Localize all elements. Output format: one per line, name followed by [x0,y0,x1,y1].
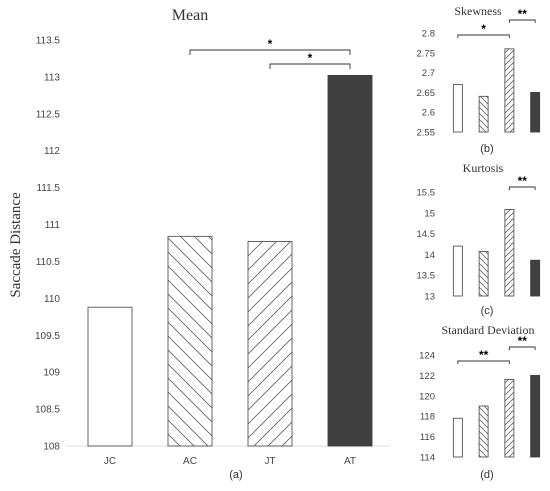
bar-ac [478,405,489,458]
bar-jc [452,84,463,133]
ytick-label: 108 [43,442,60,453]
significance-bracket [457,360,510,364]
significance-bracket [508,19,536,23]
bar-jt [504,209,515,297]
ytick-label: 13.5 [417,271,436,282]
title-skewness: Skewness [454,4,502,18]
ytick-label: 120 [419,391,435,402]
bar-at [327,74,373,447]
bar-jt [247,241,293,447]
title-standard-deviation: Standard Deviation [442,323,535,337]
significance-bracket [508,346,536,350]
bar-jt [504,379,515,458]
bar-jc [452,417,463,458]
bar-ac [478,95,489,133]
panel-label-c: (c) [481,305,494,317]
significance-bracket [508,186,536,190]
ytick-label: 2.65 [417,88,436,99]
bar-ac [478,251,489,297]
category-label-jt: JT [264,456,275,467]
ytick-label: 15 [424,208,435,219]
significance-label: ** [518,174,528,188]
title-kurtosis: Kurtosis [463,161,504,175]
ytick-label: 2.8 [422,29,435,40]
significance-label: * [308,51,313,65]
ytick-label: 116 [420,432,435,443]
bar-at [530,374,541,458]
category-label-jc: JC [104,456,116,467]
panel-mean: Mean Saccade Distance (a) 108 108.5 109 109… [8,7,390,481]
panel-label-d: (d) [480,469,493,481]
bar-at [530,259,541,297]
ytick-label: 118 [420,412,435,423]
panel-label-a: (a) [229,469,242,481]
ytick-label: 110.5 [36,257,61,268]
ytick-label: 111 [45,220,61,231]
ytick-label: 114 [420,453,435,464]
ytick-label: 108.5 [35,405,60,416]
ytick-label: 122 [419,371,435,382]
ytick-label: 13 [424,292,435,303]
title-mean: Mean [172,7,208,24]
significance-bracket [189,49,351,55]
ytick-label: 109 [43,368,60,379]
bar-jc [452,245,463,297]
significance-label: ** [479,348,489,362]
significance-label: ** [518,7,528,21]
category-label-at: AT [344,456,356,467]
bar-at [530,91,541,133]
ytick-label: 2.75 [417,48,436,59]
significance-label: * [268,37,273,51]
significance-bracket [269,63,351,69]
panel-kurtosis: Kurtosis (c) 13 13.5 14 14.5 15 15.5 ** [417,161,541,317]
significance-label: ** [518,334,528,348]
ytick-label: 14 [424,250,435,261]
ytick-label: 111.5 [36,183,60,194]
bar-jc [87,306,133,447]
ytick-label: 2.55 [417,128,436,139]
panel-standard-deviation: Standard Deviation (d) 114 116 118 120 122 12… [419,323,541,481]
ytick-label: 109.5 [35,331,60,342]
ytick-label: 2.7 [422,68,435,79]
ylabel-mean: Saccade Distance [8,192,24,298]
panel-label-b: (b) [480,143,493,155]
ytick-label: 113.5 [36,36,61,47]
category-label-ac: AC [183,456,197,467]
ytick-label: 113 [44,72,60,83]
ytick-label: 2.6 [422,108,435,119]
bar-ac [167,235,213,447]
bar-jt [504,48,515,133]
ytick-label: 112.5 [36,109,61,120]
ytick-label: 112 [44,146,60,157]
ytick-label: 14.5 [417,229,436,240]
panel-skewness: Skewness (b) 2.552.62.652.72.752.8 *** [417,4,541,155]
ytick-label: 124 [419,351,435,362]
significance-label: * [481,22,486,36]
significance-bracket [457,34,510,38]
ytick-label: 110 [44,294,60,305]
ytick-label: 15.5 [417,188,436,199]
